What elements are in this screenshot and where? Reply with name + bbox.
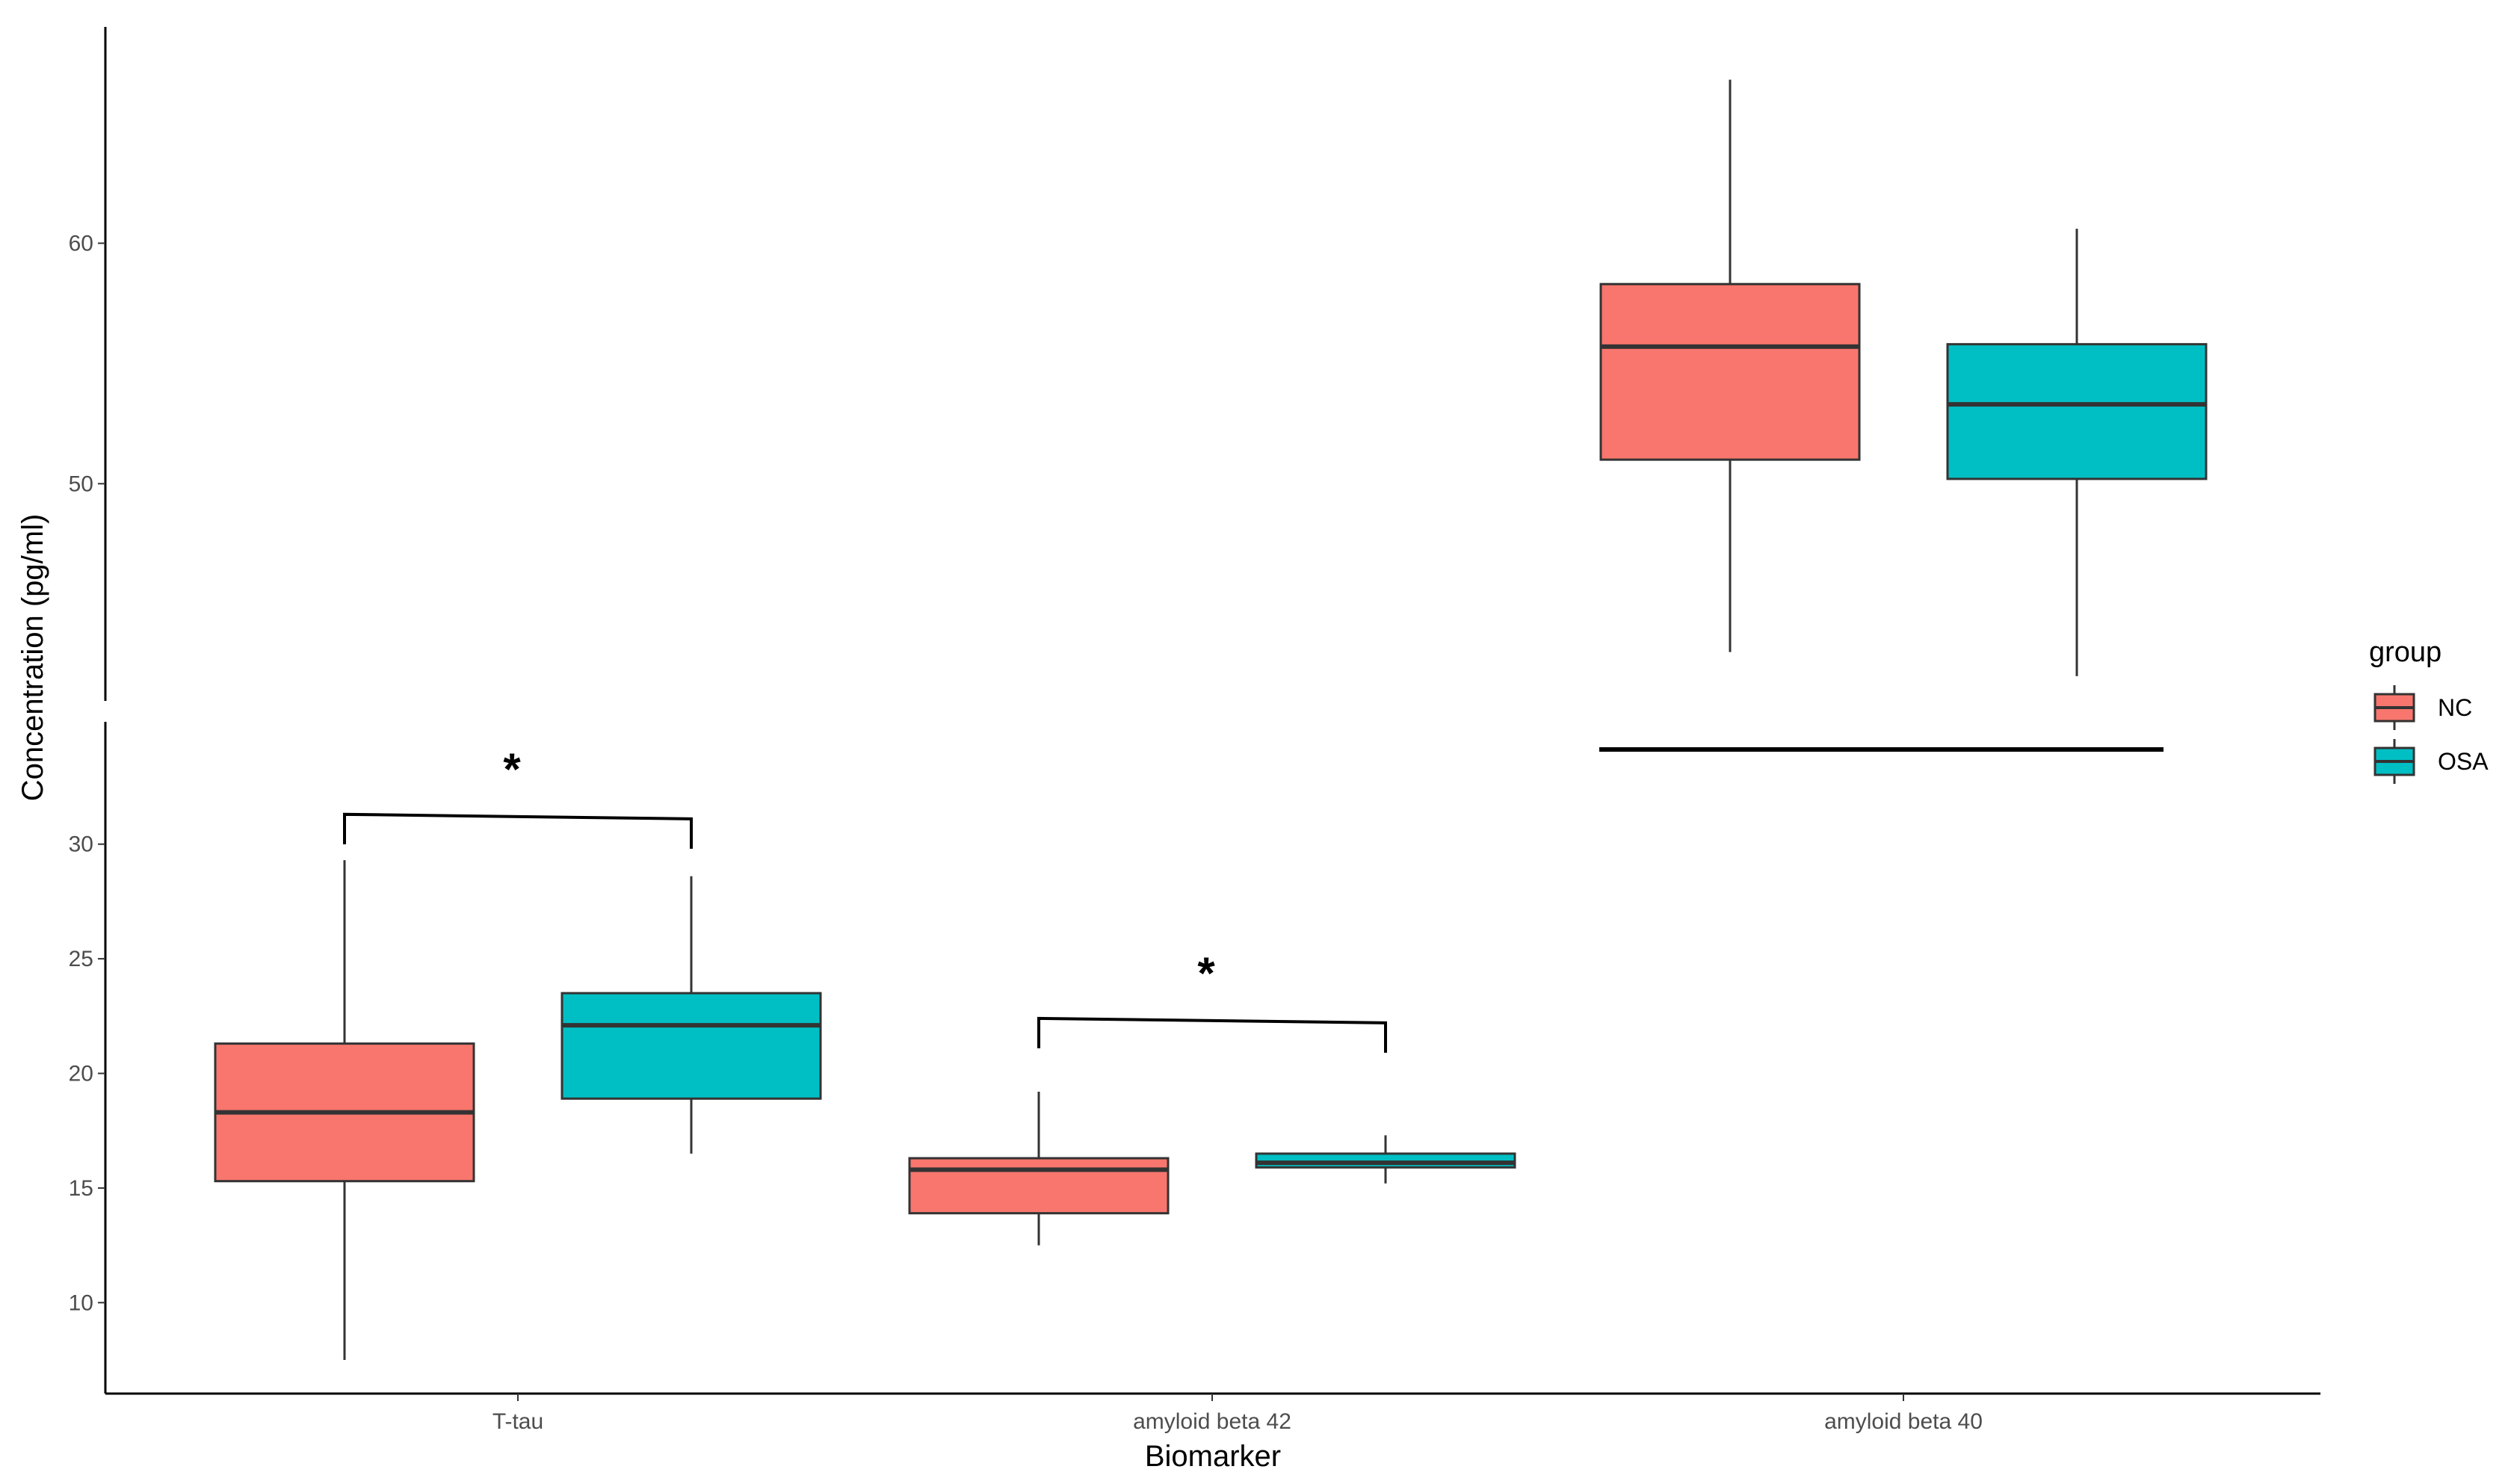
- box-t-tau-osa: [560, 876, 822, 1154]
- y-tick-label-30: 30: [69, 832, 93, 857]
- box-body-t-tau-osa: [560, 992, 822, 1100]
- y-axis-title: Concentration (pg/ml): [16, 514, 49, 802]
- box-amyloid-beta-40-nc: [1599, 79, 1861, 652]
- significance-star-t-tau: *: [503, 744, 521, 794]
- y-tick-label-50: 50: [69, 472, 93, 496]
- annotations: **: [343, 744, 2164, 1053]
- x-tick-label-amyloid-beta-42: amyloid beta 42: [1133, 1409, 1291, 1434]
- axes: [104, 27, 2320, 1395]
- y-tick-label-60: 60: [69, 231, 93, 256]
- y-tick-label-10: 10: [69, 1290, 93, 1315]
- legend-title: group: [2369, 637, 2442, 668]
- box-body-amyloid-beta-40-osa: [1946, 343, 2208, 480]
- box-amyloid-beta-42-nc: [908, 1092, 1170, 1246]
- legend-label-osa: OSA: [2438, 748, 2489, 775]
- box-amyloid-beta-42-osa: [1255, 1135, 1516, 1184]
- significance-bracket-amyloid-beta-42: [1037, 1016, 1387, 1053]
- y-tick-label-15: 15: [69, 1176, 93, 1201]
- tick-labels: 10 15 20 25 30 50 60 T-tau amyloid beta 42 amyloi…: [69, 231, 1983, 1434]
- box-body-amyloid-beta-42-nc: [908, 1157, 1170, 1215]
- x-axis-title: Biomarker: [1145, 1440, 1281, 1473]
- legend: group NC OSA: [2369, 637, 2489, 784]
- legend-item-nc: NC: [2374, 685, 2472, 730]
- y-tick-label-25: 25: [69, 947, 93, 971]
- legend-item-osa: OSA: [2374, 739, 2489, 784]
- significance-bracket-t-tau: [343, 812, 693, 849]
- y-tick-label-20: 20: [69, 1062, 93, 1086]
- box-amyloid-beta-40-osa: [1946, 229, 2208, 676]
- x-tick-label-amyloid-beta-40: amyloid beta 40: [1824, 1409, 1983, 1434]
- legend-label-nc: NC: [2438, 694, 2472, 721]
- box-body-amyloid-beta-42-osa: [1255, 1152, 1516, 1169]
- x-tick-label-t-tau: T-tau: [492, 1409, 543, 1434]
- plot-marks: [214, 79, 2208, 1360]
- significance-star-amyloid-beta-42: *: [1197, 948, 1215, 998]
- box-t-tau-nc: [214, 860, 475, 1360]
- box-body-amyloid-beta-40-nc: [1599, 282, 1861, 461]
